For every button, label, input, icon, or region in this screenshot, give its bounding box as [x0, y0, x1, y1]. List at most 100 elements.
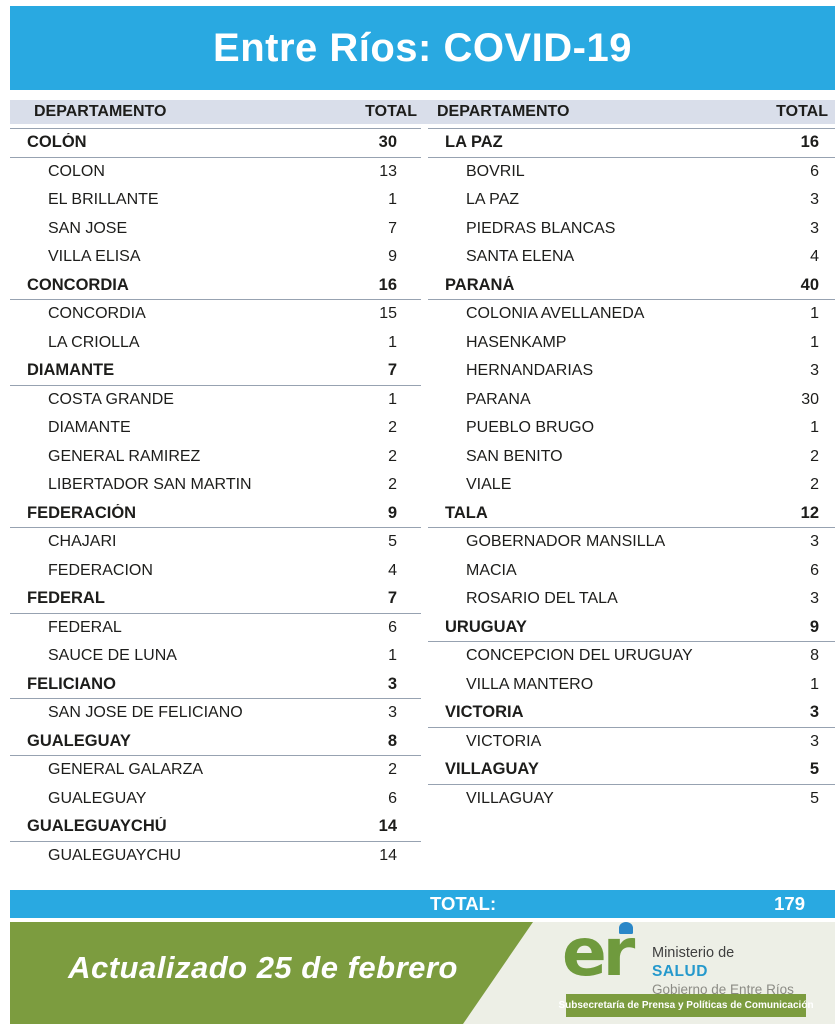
locality-name: MACIA [466, 561, 517, 579]
department-total: 3 [387, 674, 397, 693]
locality-total: 1 [388, 647, 397, 665]
department-row: GUALEGUAYCHÚ 14 [10, 813, 421, 842]
department-row: DIAMANTE 7 [10, 357, 421, 386]
header-total-left: TOTAL [365, 103, 417, 120]
department-row: VILLAGUAY 5 [428, 756, 835, 785]
locality-name: BOVRIL [466, 162, 525, 180]
locality-name: VILLA ELISA [48, 248, 141, 266]
locality-total: 1 [810, 419, 819, 437]
department-name: URUGUAY [445, 617, 527, 636]
locality-total: 3 [810, 191, 819, 209]
ministry-line3: Gobierno de Entre Ríos [652, 981, 794, 997]
locality-total: 7 [388, 219, 397, 237]
department-row: VICTORIA 3 [428, 699, 835, 728]
department-row: COLÓN 30 [10, 129, 421, 158]
locality-name: ROSARIO DEL TALA [466, 590, 618, 608]
locality-total: 1 [810, 305, 819, 323]
department-name: FELICIANO [27, 674, 116, 693]
table-left-column: COLÓN 30 COLON 13 EL BRILLANTE 1 SAN JOSE 7 VILL… [10, 128, 421, 870]
locality-total: 9 [388, 248, 397, 266]
locality-row: VIALE 2 [428, 471, 835, 500]
locality-total: 30 [801, 390, 819, 408]
locality-total: 1 [388, 333, 397, 351]
locality-name: FEDERACION [48, 561, 153, 579]
locality-name: HERNANDARIAS [466, 362, 594, 380]
table-right-column: LA PAZ 16 BOVRIL 6 LA PAZ 3 PIEDRAS BLANCAS 3 SA… [428, 128, 835, 870]
department-name: GUALEGUAYCHÚ [27, 817, 167, 836]
department-total: 8 [387, 731, 397, 750]
locality-name: GENERAL GALARZA [48, 761, 204, 779]
ministry-text-block: Ministerio de SALUD Gobierno de Entre Rí… [652, 944, 794, 998]
locality-name: VICTORIA [466, 732, 542, 750]
locality-row: SANTA ELENA 4 [428, 243, 835, 272]
locality-row: GOBERNADOR MANSILLA 3 [428, 528, 835, 557]
locality-row: VILLAGUAY 5 [428, 785, 835, 814]
locality-name: CONCEPCION DEL URUGUAY [466, 647, 693, 665]
locality-name: SAUCE DE LUNA [48, 647, 177, 665]
department-name: COLÓN [27, 133, 87, 152]
locality-name: GUALEGUAYCHU [48, 846, 182, 864]
ministry-line1: Ministerio de [652, 945, 735, 961]
department-name: PARANÁ [445, 275, 515, 294]
locality-row: DIAMANTE 2 [10, 414, 421, 443]
press-subsecretariat-badge: Subsecretaría de Prensa y Políticas de C… [558, 994, 814, 1017]
locality-name: VILLA MANTERO [466, 675, 594, 693]
locality-row: CHAJARI 5 [10, 528, 421, 557]
locality-name: SAN JOSE [48, 219, 128, 237]
locality-row: FEDERAL 6 [10, 614, 421, 643]
locality-name: VIALE [466, 476, 512, 494]
locality-total: 3 [810, 590, 819, 608]
department-total: 30 [378, 133, 397, 152]
header-departamento-left: DEPARTAMENTO [34, 103, 167, 120]
locality-name: GOBERNADOR MANSILLA [466, 533, 666, 551]
department-row: URUGUAY 9 [428, 614, 835, 642]
locality-name: LIBERTADOR SAN MARTIN [48, 476, 252, 494]
department-total: 16 [800, 133, 819, 152]
locality-total: 8 [810, 647, 819, 665]
locality-name: DIAMANTE [48, 419, 131, 437]
locality-row: SAN JOSE DE FELICIANO 3 [10, 699, 421, 728]
grand-total-label: TOTAL: [430, 893, 497, 914]
locality-row: SAN JOSE 7 [10, 215, 421, 244]
locality-total: 1 [810, 675, 819, 693]
locality-name: LA CRIOLLA [48, 333, 140, 351]
locality-name: SAN BENITO [466, 447, 563, 465]
locality-total: 1 [388, 390, 397, 408]
locality-row: VICTORIA 3 [428, 728, 835, 757]
title-bar: Entre Ríos: COVID-19 [10, 6, 835, 90]
locality-name: HASENKAMP [466, 333, 567, 351]
locality-row: PARANA 30 [428, 386, 835, 415]
locality-row: ROSARIO DEL TALA 3 [428, 585, 835, 614]
locality-row: LIBERTADOR SAN MARTIN 2 [10, 471, 421, 500]
locality-total: 5 [810, 789, 819, 807]
locality-row: BOVRIL 6 [428, 158, 835, 187]
ministry-line2: SALUD [652, 963, 708, 981]
header-departamento-right: DEPARTAMENTO [437, 103, 570, 120]
footer: Actualizado 25 de febrero er Ministerio … [10, 920, 835, 1024]
locality-total: 2 [388, 476, 397, 494]
locality-total: 2 [810, 447, 819, 465]
locality-row: GENERAL GALARZA 2 [10, 756, 421, 785]
grand-total-bar: TOTAL: 179 [10, 890, 835, 918]
locality-row: GUALEGUAY 6 [10, 785, 421, 814]
department-name: VILLAGUAY [445, 760, 539, 779]
locality-name: LA PAZ [466, 191, 520, 209]
locality-total: 2 [388, 447, 397, 465]
department-total: 12 [800, 503, 819, 522]
locality-name: CONCORDIA [48, 305, 146, 323]
locality-total: 1 [810, 333, 819, 351]
department-name: LA PAZ [445, 133, 503, 152]
locality-name: CHAJARI [48, 533, 117, 551]
grand-total-value: 179 [774, 893, 805, 914]
page-title: Entre Ríos: COVID-19 [213, 25, 632, 70]
locality-row: HASENKAMP 1 [428, 329, 835, 358]
department-name: TALA [445, 503, 488, 522]
department-name: DIAMANTE [27, 361, 115, 380]
department-total: 9 [387, 503, 397, 522]
locality-row: HERNANDARIAS 3 [428, 357, 835, 386]
locality-total: 1 [388, 191, 397, 209]
department-row: LA PAZ 16 [428, 129, 835, 158]
locality-name: PUEBLO BRUGO [466, 419, 595, 437]
department-name: FEDERACIÓN [27, 503, 137, 522]
locality-total: 3 [810, 362, 819, 380]
